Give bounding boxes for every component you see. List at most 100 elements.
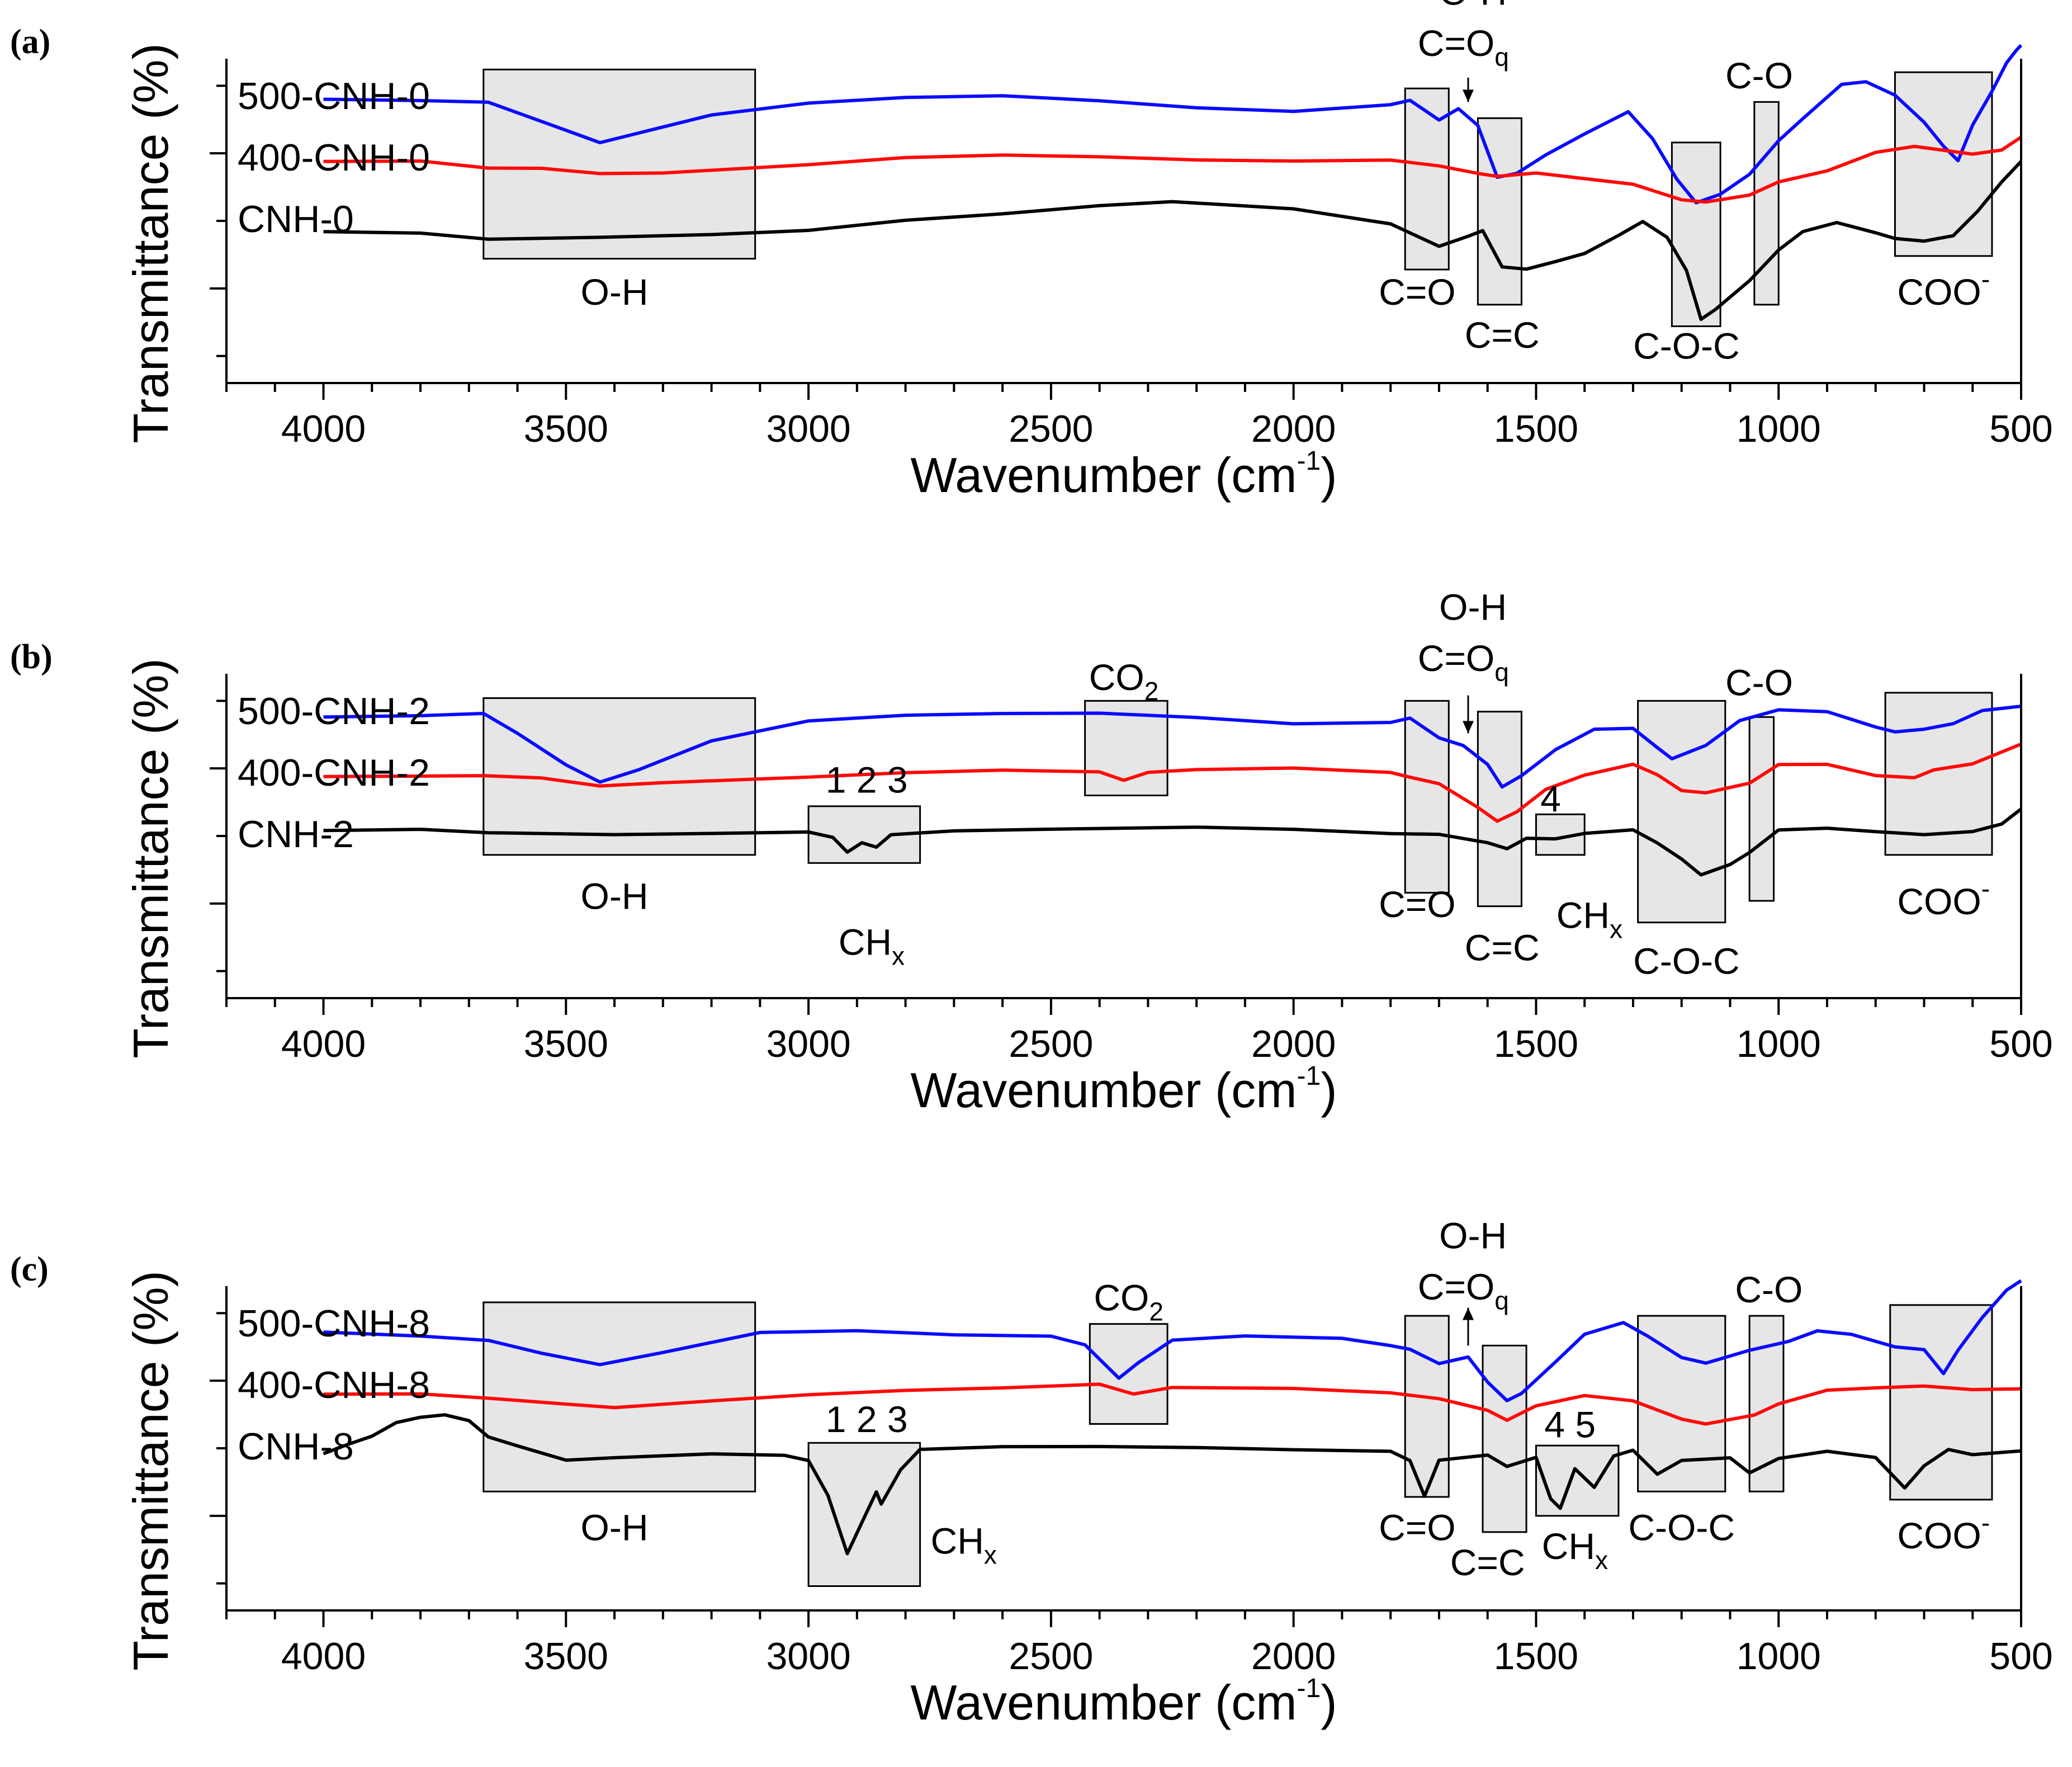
panel-letter: (b) bbox=[10, 638, 53, 676]
band-annotation-text: 1 2 3 bbox=[826, 759, 908, 801]
band-box bbox=[1884, 692, 1993, 856]
band-annotation: CHx bbox=[839, 922, 905, 971]
y-axis-label: Transmittance (%) bbox=[123, 43, 178, 443]
band-annotation-text: C-O-C bbox=[1628, 1506, 1735, 1548]
x-tick-label-text: 2000 bbox=[1251, 1023, 1336, 1065]
x-tick-label: 2000 bbox=[1251, 408, 1336, 450]
band-box bbox=[1089, 1323, 1169, 1425]
band-annotation: O-H bbox=[1439, 586, 1507, 627]
x-axis-label-text: Wavenumber (cm bbox=[910, 1062, 1297, 1118]
band-annotation: O-H bbox=[581, 876, 649, 917]
band-annotation-sup: - bbox=[1981, 1508, 1990, 1537]
series-label: 500-CNH-0 bbox=[238, 75, 430, 117]
band-annotation-text: 4 bbox=[1540, 778, 1561, 820]
band-box bbox=[1482, 1344, 1527, 1533]
band-annotation-text: COO bbox=[1897, 271, 1981, 313]
arrow-head bbox=[1462, 1307, 1474, 1320]
band-annotation-text: O-H bbox=[1439, 586, 1507, 627]
x-tick-label: 4000 bbox=[281, 408, 366, 450]
band-annotation: CO2 bbox=[1094, 1277, 1163, 1326]
band-annotation-text: CH bbox=[931, 1520, 984, 1562]
band-annotation-sup: - bbox=[1981, 264, 1990, 294]
band-annotation: C-O bbox=[1725, 662, 1793, 703]
band-annotation-sub: x bbox=[984, 1541, 997, 1570]
band-box bbox=[1748, 716, 1775, 902]
band-box bbox=[1404, 1315, 1450, 1498]
band-box bbox=[482, 68, 756, 260]
x-tick-label-text: 4000 bbox=[281, 1635, 366, 1678]
series-label-text: CNH-2 bbox=[238, 813, 354, 856]
x-axis-label-tail: ) bbox=[1321, 447, 1337, 503]
x-tick-label-text: 2500 bbox=[1009, 408, 1093, 450]
x-tick-label-text: 4000 bbox=[281, 1023, 366, 1065]
x-tick-label-text: 2000 bbox=[1251, 408, 1336, 450]
band-annotation: COO- bbox=[1897, 264, 1990, 313]
series-label: 500-CNH-2 bbox=[238, 690, 430, 733]
band-annotation: O-H bbox=[581, 271, 649, 313]
band-annotation-sub: x bbox=[1610, 914, 1622, 943]
x-tick-label: 2500 bbox=[1009, 408, 1093, 450]
series-label: CNH-0 bbox=[238, 198, 354, 240]
band-annotation-text: O-H bbox=[581, 1506, 649, 1548]
y-axis-label: Transmittance (%) bbox=[123, 1270, 178, 1671]
band-annotation: CHx bbox=[1542, 1525, 1608, 1575]
panel-letter-text: (c) bbox=[10, 1250, 49, 1288]
series-label-text: 400-CNH-0 bbox=[238, 136, 430, 179]
arrow-head bbox=[1462, 721, 1474, 734]
band-annotation: O-H bbox=[1439, 1215, 1507, 1256]
x-tick-label-text: 3500 bbox=[524, 408, 608, 450]
band-annotation-text: C-O bbox=[1725, 662, 1793, 703]
series-label: 400-CNH-2 bbox=[238, 752, 430, 794]
x-tick-label-text: 500 bbox=[1989, 1635, 2052, 1678]
band-annotation: C=O bbox=[1379, 1506, 1456, 1548]
series-line-CNH-8 bbox=[323, 1413, 2022, 1556]
series-label: CNH-8 bbox=[238, 1425, 354, 1468]
band-annotation-text: CH bbox=[1542, 1525, 1595, 1567]
band-annotation-sub: q bbox=[1494, 658, 1509, 687]
band-box bbox=[1477, 711, 1522, 908]
y-axis-label-text: Transmittance (%) bbox=[123, 658, 178, 1059]
x-axis-label-sup: -1 bbox=[1297, 1061, 1321, 1091]
x-tick-label: 1000 bbox=[1737, 408, 1821, 450]
band-annotation-sub: q bbox=[1494, 1286, 1509, 1315]
x-axis-label-sup: -1 bbox=[1297, 1674, 1321, 1703]
panel-letter-text: (a) bbox=[10, 23, 50, 61]
x-tick-label-text: 3500 bbox=[524, 1023, 608, 1065]
band-annotation-sub: 2 bbox=[1144, 677, 1159, 706]
series-label-text: 400-CNH-2 bbox=[238, 752, 430, 794]
band-box bbox=[1535, 1444, 1620, 1517]
band-box bbox=[482, 1301, 756, 1492]
band-box bbox=[1637, 700, 1726, 924]
x-tick-label: 4000 bbox=[281, 1635, 366, 1678]
band-annotation-text: 1 2 3 bbox=[826, 1399, 908, 1440]
x-tick-label-text: 3000 bbox=[766, 1635, 850, 1678]
x-tick-label: 1000 bbox=[1737, 1635, 1821, 1678]
x-tick-label-text: 4000 bbox=[281, 408, 366, 450]
band-annotation-sup: - bbox=[1981, 874, 1990, 903]
x-axis-label: Wavenumber (cm-1) bbox=[910, 1061, 1337, 1118]
x-tick-label-text: 2500 bbox=[1009, 1023, 1093, 1065]
series-label-text: 500-CNH-2 bbox=[238, 690, 430, 733]
series-label: 500-CNH-8 bbox=[238, 1302, 430, 1345]
x-tick-label-text: 500 bbox=[1989, 408, 2052, 450]
y-axis-label-text: Transmittance (%) bbox=[123, 43, 178, 443]
x-tick-label: 2000 bbox=[1251, 1635, 1336, 1678]
y-axis-label-text: Transmittance (%) bbox=[123, 1270, 178, 1671]
band-annotation: C=C bbox=[1450, 1542, 1525, 1583]
band-annotation: C-O-C bbox=[1628, 1506, 1735, 1548]
x-tick-label-text: 1500 bbox=[1494, 1023, 1578, 1065]
panel-letter: (c) bbox=[10, 1250, 49, 1288]
chart-panel-c: (c) 4000 3500 3000 2500 2000 1500 1000 500 Wavenu… bbox=[10, 1215, 2053, 1730]
band-annotation-text: C=O bbox=[1418, 22, 1495, 64]
band-annotation-text: C=O bbox=[1418, 637, 1495, 679]
series-line-CNH-2 bbox=[323, 807, 2022, 877]
band-annotation-sub: x bbox=[892, 942, 905, 971]
x-axis-label-sup: -1 bbox=[1297, 446, 1321, 476]
band-annotation-text: C-O bbox=[1725, 55, 1793, 96]
band-annotation: 4 5 bbox=[1544, 1404, 1596, 1445]
band-annotation: 4 bbox=[1540, 778, 1561, 820]
x-axis-label-tail: ) bbox=[1321, 1062, 1337, 1118]
series-line-400-CNH-2 bbox=[323, 742, 2022, 823]
band-annotation: COO- bbox=[1897, 1508, 1990, 1556]
band-annotation-text: COO bbox=[1897, 881, 1981, 922]
